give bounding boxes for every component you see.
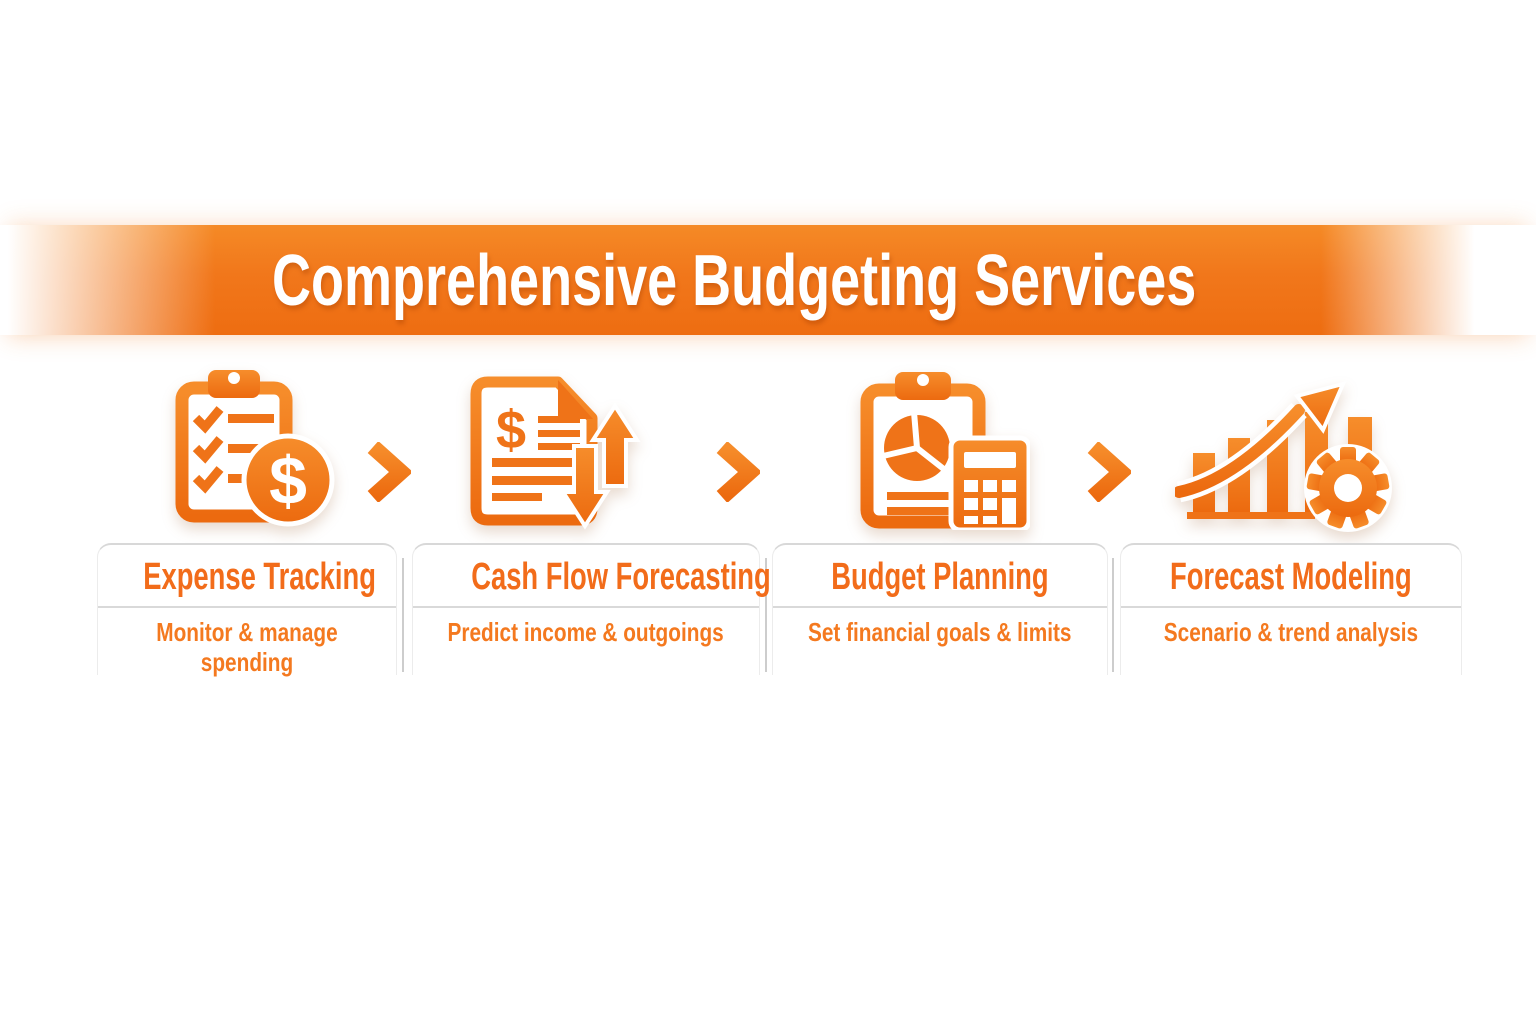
card-divider (402, 558, 404, 672)
chevron-right-icon (367, 442, 411, 502)
step-card-forecast-modeling: Forecast Modeling Scenario & trend analy… (1120, 543, 1462, 675)
step-card-budget-planning: Budget Planning Set financial goals & li… (772, 543, 1108, 675)
card-divider (1112, 558, 1114, 672)
header-banner: Comprehensive Budgeting Services (0, 225, 1536, 335)
svg-text:$: $ (496, 400, 526, 460)
step-subtitle: Monitor & manage spending (122, 617, 372, 678)
title-divider (773, 606, 1107, 608)
step-card-expense-tracking: Expense Tracking Monitor & manage spendi… (97, 543, 397, 678)
title-divider (413, 606, 759, 608)
step-subtitle: Scenario & trend analysis (1121, 617, 1461, 648)
card-divider (765, 558, 767, 672)
page-title-text: Comprehensive Budgeting Services (271, 241, 1197, 321)
chevron-right-icon (1087, 442, 1131, 502)
step-title: Cash Flow Forecasting (413, 554, 770, 600)
svg-text:$: $ (269, 443, 307, 519)
step-title-text: Cash Flow Forecasting (471, 556, 771, 598)
title-divider (1121, 606, 1461, 608)
barchart-trend-gear-icon (1175, 381, 1392, 532)
step-title-text: Forecast Modeling (1170, 556, 1412, 598)
step-subtitle-text: Set financial goals & limits (808, 617, 1072, 647)
step-card-cash-flow-forecasting: Cash Flow Forecasting Predict income & o… (412, 543, 771, 675)
step-title-text: Budget Planning (831, 556, 1049, 598)
step-title: Budget Planning (773, 554, 1107, 600)
document-cashflow-arrows-icon: $ (470, 376, 641, 530)
step-title: Expense Tracking (98, 554, 396, 600)
chevron-right-icon (716, 442, 760, 502)
clipboard-checklist-dollar-icon: $ (175, 370, 335, 527)
step-title-text: Expense Tracking (143, 556, 376, 598)
clipboard-piechart-calculator-icon (860, 372, 1030, 530)
step-subtitle: Predict income & outgoings (413, 617, 759, 648)
step-subtitle-text: Monitor & manage spending (156, 617, 338, 677)
step-subtitle: Set financial goals & limits (773, 617, 1107, 648)
page-title: Comprehensive Budgeting Services (0, 225, 1536, 335)
step-subtitle-text: Predict income & outgoings (447, 617, 725, 647)
step-subtitle-text: Scenario & trend analysis (1163, 617, 1419, 647)
title-divider (98, 606, 396, 608)
step-title: Forecast Modeling (1121, 554, 1461, 600)
